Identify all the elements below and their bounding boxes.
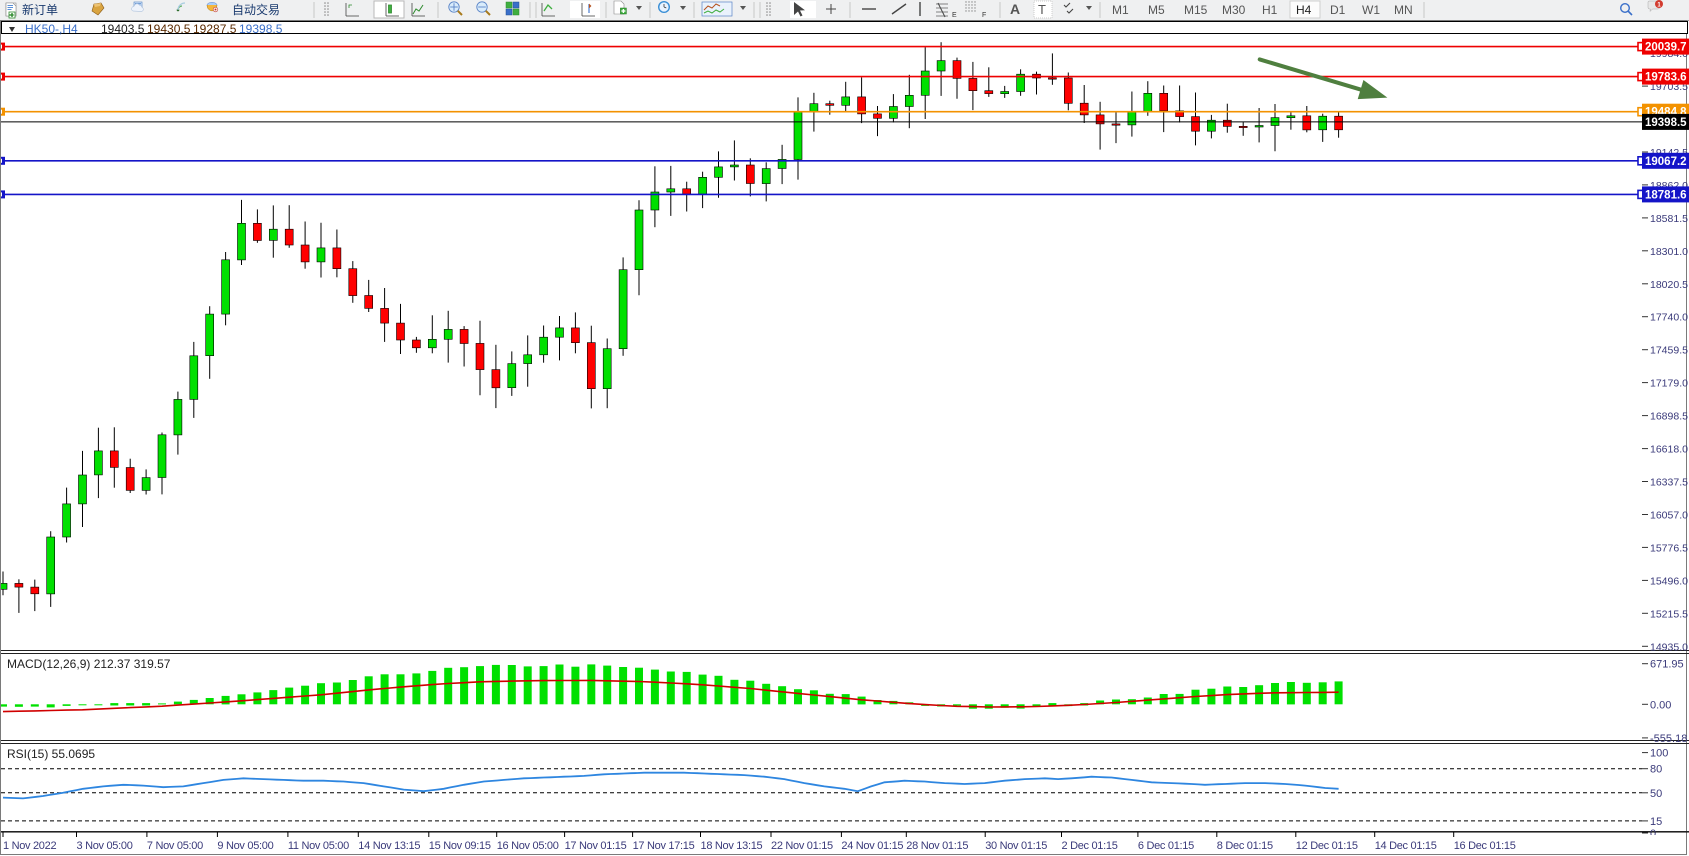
- svg-text:19067.2: 19067.2: [1645, 156, 1687, 168]
- svg-text:8 Dec 01:15: 8 Dec 01:15: [1217, 840, 1273, 852]
- svg-text:6 Dec 01:15: 6 Dec 01:15: [1138, 840, 1194, 852]
- svg-text:M1: M1: [1112, 3, 1129, 17]
- svg-text:H1: H1: [1262, 3, 1278, 17]
- svg-text:18781.6: 18781.6: [1645, 189, 1687, 201]
- svg-text:15: 15: [1650, 815, 1662, 827]
- svg-text:17740.0: 17740.0: [1650, 312, 1688, 324]
- svg-text:A: A: [1010, 1, 1020, 17]
- svg-text:30 Nov 01:15: 30 Nov 01:15: [985, 840, 1047, 852]
- svg-text:14935.0: 14935.0: [1650, 641, 1688, 653]
- svg-text:M15: M15: [1184, 3, 1208, 17]
- svg-text:18581.5: 18581.5: [1650, 213, 1688, 225]
- svg-text:3 Nov 05:00: 3 Nov 05:00: [77, 840, 133, 852]
- svg-text:E: E: [952, 12, 957, 19]
- svg-text:28 Nov 01:15: 28 Nov 01:15: [906, 840, 968, 852]
- svg-text:16337.5: 16337.5: [1650, 477, 1688, 489]
- svg-text:24 Nov 01:15: 24 Nov 01:15: [841, 840, 903, 852]
- svg-text:MN: MN: [1394, 3, 1413, 17]
- svg-text:16618.0: 16618.0: [1650, 444, 1688, 456]
- svg-text:12 Dec 01:15: 12 Dec 01:15: [1296, 840, 1358, 852]
- svg-text:16898.5: 16898.5: [1650, 411, 1688, 423]
- svg-text:17459.5: 17459.5: [1650, 345, 1688, 357]
- svg-text:16 Dec 01:15: 16 Dec 01:15: [1454, 840, 1516, 852]
- svg-text:50: 50: [1650, 787, 1662, 799]
- svg-text:D1: D1: [1330, 3, 1346, 17]
- svg-text:MACD(12,26,9) 212.37 319.57: MACD(12,26,9) 212.37 319.57: [7, 657, 171, 671]
- svg-text:22 Nov 01:15: 22 Nov 01:15: [771, 840, 833, 852]
- svg-text:1 Nov 2022: 1 Nov 2022: [3, 840, 56, 852]
- svg-text:14 Dec 01:15: 14 Dec 01:15: [1375, 840, 1437, 852]
- svg-text:19783.6: 19783.6: [1645, 72, 1687, 84]
- svg-text:新订单: 新订单: [22, 2, 58, 17]
- svg-text:RSI(15) 55.0695: RSI(15) 55.0695: [7, 747, 95, 761]
- svg-text:M30: M30: [1222, 3, 1246, 17]
- svg-text:18 Nov 13:15: 18 Nov 13:15: [701, 840, 763, 852]
- svg-text:18020.5: 18020.5: [1650, 279, 1688, 291]
- svg-text:H4: H4: [1296, 3, 1312, 17]
- svg-text:671.95: 671.95: [1650, 658, 1684, 670]
- svg-text:15215.5: 15215.5: [1650, 608, 1688, 620]
- svg-text:W1: W1: [1362, 3, 1380, 17]
- svg-text:F: F: [982, 12, 986, 19]
- svg-text:17 Nov 01:15: 17 Nov 01:15: [565, 840, 627, 852]
- svg-text:0.00: 0.00: [1650, 699, 1671, 711]
- svg-text:M5: M5: [1148, 3, 1165, 17]
- svg-text:11 Nov 05:00: 11 Nov 05:00: [288, 840, 349, 852]
- svg-text:15776.5: 15776.5: [1650, 542, 1688, 554]
- svg-text:18301.0: 18301.0: [1650, 246, 1688, 258]
- svg-text:100: 100: [1650, 747, 1668, 759]
- svg-text:9 Nov 05:00: 9 Nov 05:00: [217, 840, 273, 852]
- svg-text:20039.7: 20039.7: [1645, 42, 1687, 54]
- svg-text:14 Nov 13:15: 14 Nov 13:15: [358, 840, 420, 852]
- svg-text:17 Nov 17:15: 17 Nov 17:15: [633, 840, 695, 852]
- svg-text:自动交易: 自动交易: [232, 2, 280, 17]
- svg-text:80: 80: [1650, 763, 1662, 775]
- svg-text:15 Nov 09:15: 15 Nov 09:15: [429, 840, 491, 852]
- svg-text:19398.5: 19398.5: [1645, 117, 1687, 129]
- svg-text:17179.0: 17179.0: [1650, 378, 1688, 390]
- svg-text:2 Dec 01:15: 2 Dec 01:15: [1062, 840, 1118, 852]
- svg-text:T: T: [1038, 2, 1046, 17]
- svg-text:16057.0: 16057.0: [1650, 510, 1688, 522]
- svg-text:15496.0: 15496.0: [1650, 575, 1688, 587]
- svg-text:7 Nov 05:00: 7 Nov 05:00: [147, 840, 203, 852]
- svg-text:16 Nov 05:00: 16 Nov 05:00: [497, 840, 559, 852]
